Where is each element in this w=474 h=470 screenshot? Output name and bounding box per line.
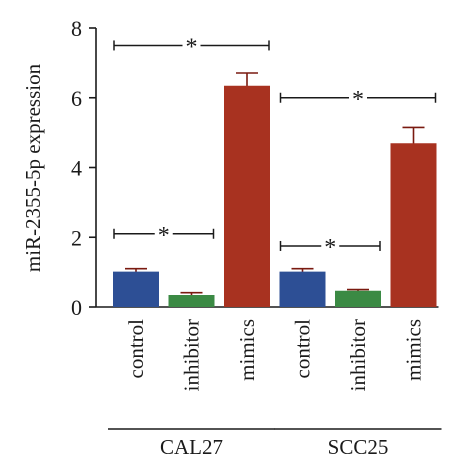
y-tick-label: 4: [71, 156, 82, 181]
y-tick-label: 8: [71, 16, 82, 41]
y-tick-label: 6: [71, 86, 82, 111]
bar-inhibitor: [335, 291, 381, 307]
x-tick-label: mimics: [402, 319, 426, 381]
significance-star: *: [324, 235, 336, 261]
y-axis-label: miR-2355-5p expression: [21, 63, 45, 272]
bar-mimics: [224, 86, 270, 308]
bars: [113, 72, 437, 308]
x-tick-label: mimics: [235, 319, 259, 381]
bar-control: [113, 272, 159, 307]
significance-star: *: [186, 34, 198, 60]
significance-annotations: * * * *: [113, 34, 437, 261]
group-label: CAL27: [160, 435, 223, 459]
y-tick-label: 2: [71, 225, 82, 250]
x-tick-label: control: [291, 319, 315, 379]
bar-mimics: [390, 143, 437, 307]
x-tick-label: control: [124, 319, 148, 379]
bar-control: [279, 272, 326, 307]
x-tick-label: inhibitor: [346, 319, 370, 391]
y-tick-label: 0: [71, 295, 82, 320]
group-label: SCC25: [328, 435, 389, 459]
axes: 0 2 4 6 8 control inhibitor mimics control inhibi…: [71, 16, 442, 459]
significance-star: *: [158, 223, 170, 249]
x-tick-label: inhibitor: [180, 319, 204, 391]
bar-inhibitor: [168, 295, 215, 307]
significance-star: *: [352, 87, 364, 113]
